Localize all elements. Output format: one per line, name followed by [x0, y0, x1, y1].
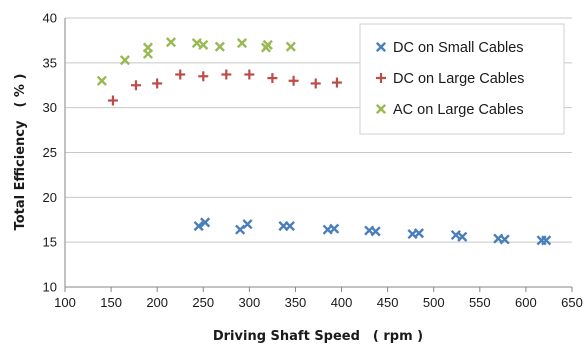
y-tick-label: 30 — [43, 100, 57, 115]
x-tick-label: 200 — [146, 295, 168, 310]
data-point — [130, 80, 141, 91]
data-point — [288, 75, 299, 86]
data-point — [370, 226, 381, 237]
data-point — [242, 219, 253, 230]
data-point — [200, 217, 211, 228]
data-point — [541, 235, 552, 246]
data-point — [119, 55, 130, 66]
data-point — [262, 39, 273, 50]
data-point — [413, 228, 425, 239]
data-point — [235, 224, 246, 235]
data-point — [244, 69, 255, 80]
legend-label-0: DC on Small Cables — [393, 40, 524, 56]
series-2 — [96, 37, 296, 86]
axes — [64, 18, 573, 292]
data-point — [329, 223, 340, 234]
data-point — [175, 69, 186, 80]
data-point — [214, 41, 225, 52]
data-point — [236, 38, 248, 49]
x-tick-label: 650 — [561, 295, 583, 310]
legend-label-2: AC on Large Cables — [393, 102, 524, 118]
legend-marker-0 — [375, 41, 387, 53]
legend-marker-2 — [375, 103, 387, 115]
x-tick-label: 150 — [100, 295, 122, 310]
y-tick-labels: 10 15 20 25 30 35 40 — [43, 11, 57, 295]
legend: DC on Small Cables DC on Large Cables AC o… — [359, 23, 565, 135]
data-point — [499, 234, 510, 245]
x-tick-label: 550 — [469, 295, 491, 310]
y-tick-label: 20 — [43, 190, 57, 205]
series-1 — [107, 69, 342, 106]
data-point — [198, 71, 209, 82]
y-tick-label: 15 — [43, 235, 57, 250]
grid-lines — [65, 17, 572, 243]
data-point — [152, 78, 163, 89]
x-tick-label: 100 — [54, 295, 76, 310]
x-tick-label: 600 — [515, 295, 537, 310]
x-tick-label: 300 — [239, 295, 261, 310]
data-point — [284, 220, 295, 232]
data-point — [331, 77, 342, 88]
x-tick-label: 400 — [331, 295, 353, 310]
y-axis-title: Total Efficiency ( % ) — [13, 74, 28, 231]
x-axis-title: Driving Shaft Speed ( rpm ) — [213, 329, 423, 344]
x-tick-label: 250 — [192, 295, 214, 310]
y-tick-label: 35 — [43, 55, 57, 70]
data-point — [221, 69, 232, 80]
y-tick-label: 25 — [43, 145, 57, 160]
data-point — [165, 37, 177, 48]
data-point — [457, 231, 468, 242]
legend-label-1: DC on Large Cables — [393, 71, 524, 87]
x-tick-label: 500 — [423, 295, 445, 310]
data-point — [310, 78, 321, 89]
series-0 — [193, 217, 552, 246]
data-point — [285, 41, 296, 52]
legend-box — [359, 23, 565, 135]
y-tick-label: 10 — [43, 280, 57, 295]
data-point — [198, 39, 209, 50]
x-tick-label: 350 — [285, 295, 307, 310]
data-point — [142, 42, 154, 53]
legend-marker-1 — [376, 73, 386, 83]
data-points — [96, 37, 552, 246]
data-point — [267, 73, 278, 84]
data-point — [96, 75, 107, 86]
data-point — [107, 95, 118, 106]
x-tick-labels: 100 150 200 250 300 350 400 450 500 550 600 650 — [54, 295, 583, 310]
x-tick-label: 450 — [377, 295, 399, 310]
data-point — [193, 220, 204, 232]
y-tick-label: 40 — [43, 11, 57, 26]
